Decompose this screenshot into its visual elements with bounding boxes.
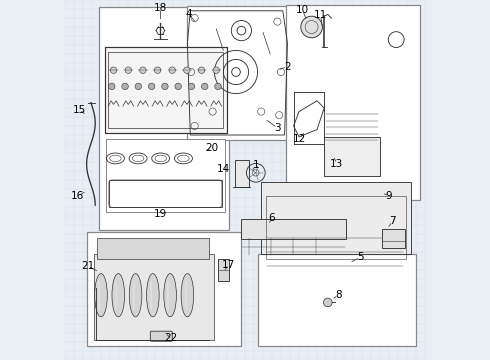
Bar	[286, 5, 419, 200]
Circle shape	[140, 67, 146, 73]
Bar	[94, 254, 215, 340]
Bar	[382, 229, 405, 248]
Bar	[242, 219, 346, 239]
Text: 1: 1	[252, 160, 259, 170]
Text: 5: 5	[357, 252, 364, 262]
Text: 2: 2	[284, 62, 291, 72]
Bar	[99, 7, 229, 230]
Text: 9: 9	[386, 191, 392, 201]
Text: 3: 3	[274, 123, 281, 133]
Bar	[324, 137, 380, 176]
Circle shape	[213, 67, 220, 73]
Bar	[235, 160, 248, 187]
Ellipse shape	[147, 274, 159, 317]
Bar	[106, 139, 225, 212]
Bar	[108, 52, 223, 128]
Bar	[109, 180, 222, 207]
Text: 11: 11	[314, 10, 327, 20]
Text: 19: 19	[154, 209, 167, 219]
Circle shape	[323, 298, 332, 307]
Text: 14: 14	[217, 164, 230, 174]
Text: 12: 12	[293, 134, 306, 144]
Circle shape	[125, 67, 131, 73]
Bar	[261, 182, 411, 254]
Bar	[104, 47, 227, 133]
Bar	[218, 259, 229, 281]
Text: 20: 20	[205, 143, 219, 153]
Circle shape	[175, 83, 181, 90]
Text: 16: 16	[71, 191, 84, 201]
Text: 18: 18	[154, 3, 167, 13]
Circle shape	[201, 83, 208, 90]
Text: 10: 10	[296, 5, 309, 15]
Circle shape	[198, 67, 205, 73]
Circle shape	[162, 83, 168, 90]
Circle shape	[188, 83, 195, 90]
Bar	[87, 232, 242, 346]
Text: 15: 15	[73, 105, 86, 115]
Bar	[258, 254, 416, 346]
Circle shape	[154, 67, 161, 73]
Bar	[266, 196, 406, 259]
Ellipse shape	[129, 274, 142, 317]
Circle shape	[148, 83, 155, 90]
Text: 17: 17	[222, 260, 235, 270]
Ellipse shape	[181, 274, 194, 317]
Text: 6: 6	[269, 213, 275, 223]
Circle shape	[301, 16, 322, 38]
Circle shape	[135, 83, 142, 90]
Text: 7: 7	[389, 216, 396, 226]
Text: 8: 8	[335, 290, 342, 300]
Text: 22: 22	[165, 333, 178, 343]
Circle shape	[184, 67, 190, 73]
Circle shape	[122, 83, 128, 90]
Circle shape	[169, 67, 175, 73]
Circle shape	[109, 83, 115, 90]
Ellipse shape	[164, 274, 176, 317]
Bar	[187, 6, 288, 140]
Text: 13: 13	[330, 159, 343, 169]
Text: 21: 21	[81, 261, 94, 271]
Circle shape	[110, 67, 117, 73]
Ellipse shape	[95, 274, 107, 317]
Bar	[98, 238, 209, 259]
Text: 4: 4	[186, 9, 193, 19]
Circle shape	[215, 83, 221, 90]
Ellipse shape	[112, 274, 124, 317]
FancyBboxPatch shape	[150, 331, 172, 341]
